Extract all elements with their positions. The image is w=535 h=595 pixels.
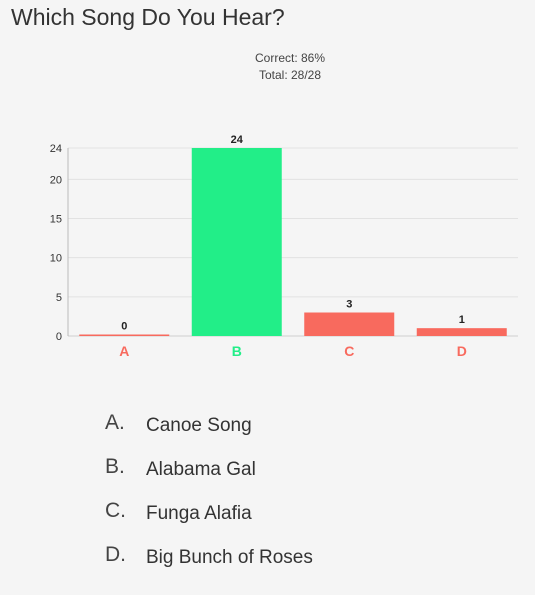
y-tick-label: 5 [56, 292, 62, 304]
x-tick-label: D [457, 343, 467, 359]
answer-text: Big Bunch of Roses [146, 547, 313, 568]
answer-letter: D. [105, 543, 126, 566]
answer-text: Canoe Song [146, 415, 252, 436]
question-title: Which Song Do You Hear? [11, 4, 285, 30]
y-tick-label: 10 [50, 253, 62, 265]
data-label: 1 [459, 314, 465, 326]
data-label: 24 [231, 134, 244, 146]
chart-bars [79, 148, 507, 336]
y-tick-label: 0 [56, 331, 62, 343]
answer-text: Alabama Gal [146, 459, 256, 480]
answer-option-d[interactable]: D. Big Bunch of Roses [105, 536, 313, 580]
x-tick-label: A [119, 343, 129, 359]
answer-list: A. Canoe Song B. Alabama Gal C. Funga Al… [105, 404, 313, 580]
data-label: 0 [121, 321, 127, 333]
bar-b [191, 148, 282, 336]
chart-labels: 0 5 10 15 20 24 0 A 24 B 3 C 1 D [50, 134, 467, 359]
answer-distribution-chart: 0 5 10 15 20 24 0 A 24 B 3 C 1 D [50, 134, 518, 359]
y-tick-label: 24 [50, 143, 62, 155]
total-count: Total: 28/28 [258, 68, 322, 82]
answer-option-c[interactable]: C. Funga Alafia [105, 492, 313, 536]
bar-a [79, 334, 170, 336]
bar-d [416, 328, 507, 336]
answer-letter: A. [105, 411, 125, 434]
data-label: 3 [346, 299, 352, 311]
chart-gridlines [67, 147, 518, 337]
x-tick-label: C [344, 343, 354, 359]
bar-c [304, 312, 395, 336]
answer-letter: B. [105, 455, 125, 478]
y-tick-label: 15 [50, 214, 62, 226]
correct-percentage: Correct: 86% [254, 51, 326, 65]
answer-option-b[interactable]: B. Alabama Gal [105, 448, 313, 492]
stats-summary: Correct: 86% Total: 28/28 [0, 50, 535, 84]
y-tick-label: 20 [50, 174, 62, 186]
answer-text: Funga Alafia [146, 503, 252, 524]
answer-option-a[interactable]: A. Canoe Song [105, 404, 313, 448]
x-tick-label: B [232, 343, 242, 359]
answer-letter: C. [105, 499, 126, 522]
